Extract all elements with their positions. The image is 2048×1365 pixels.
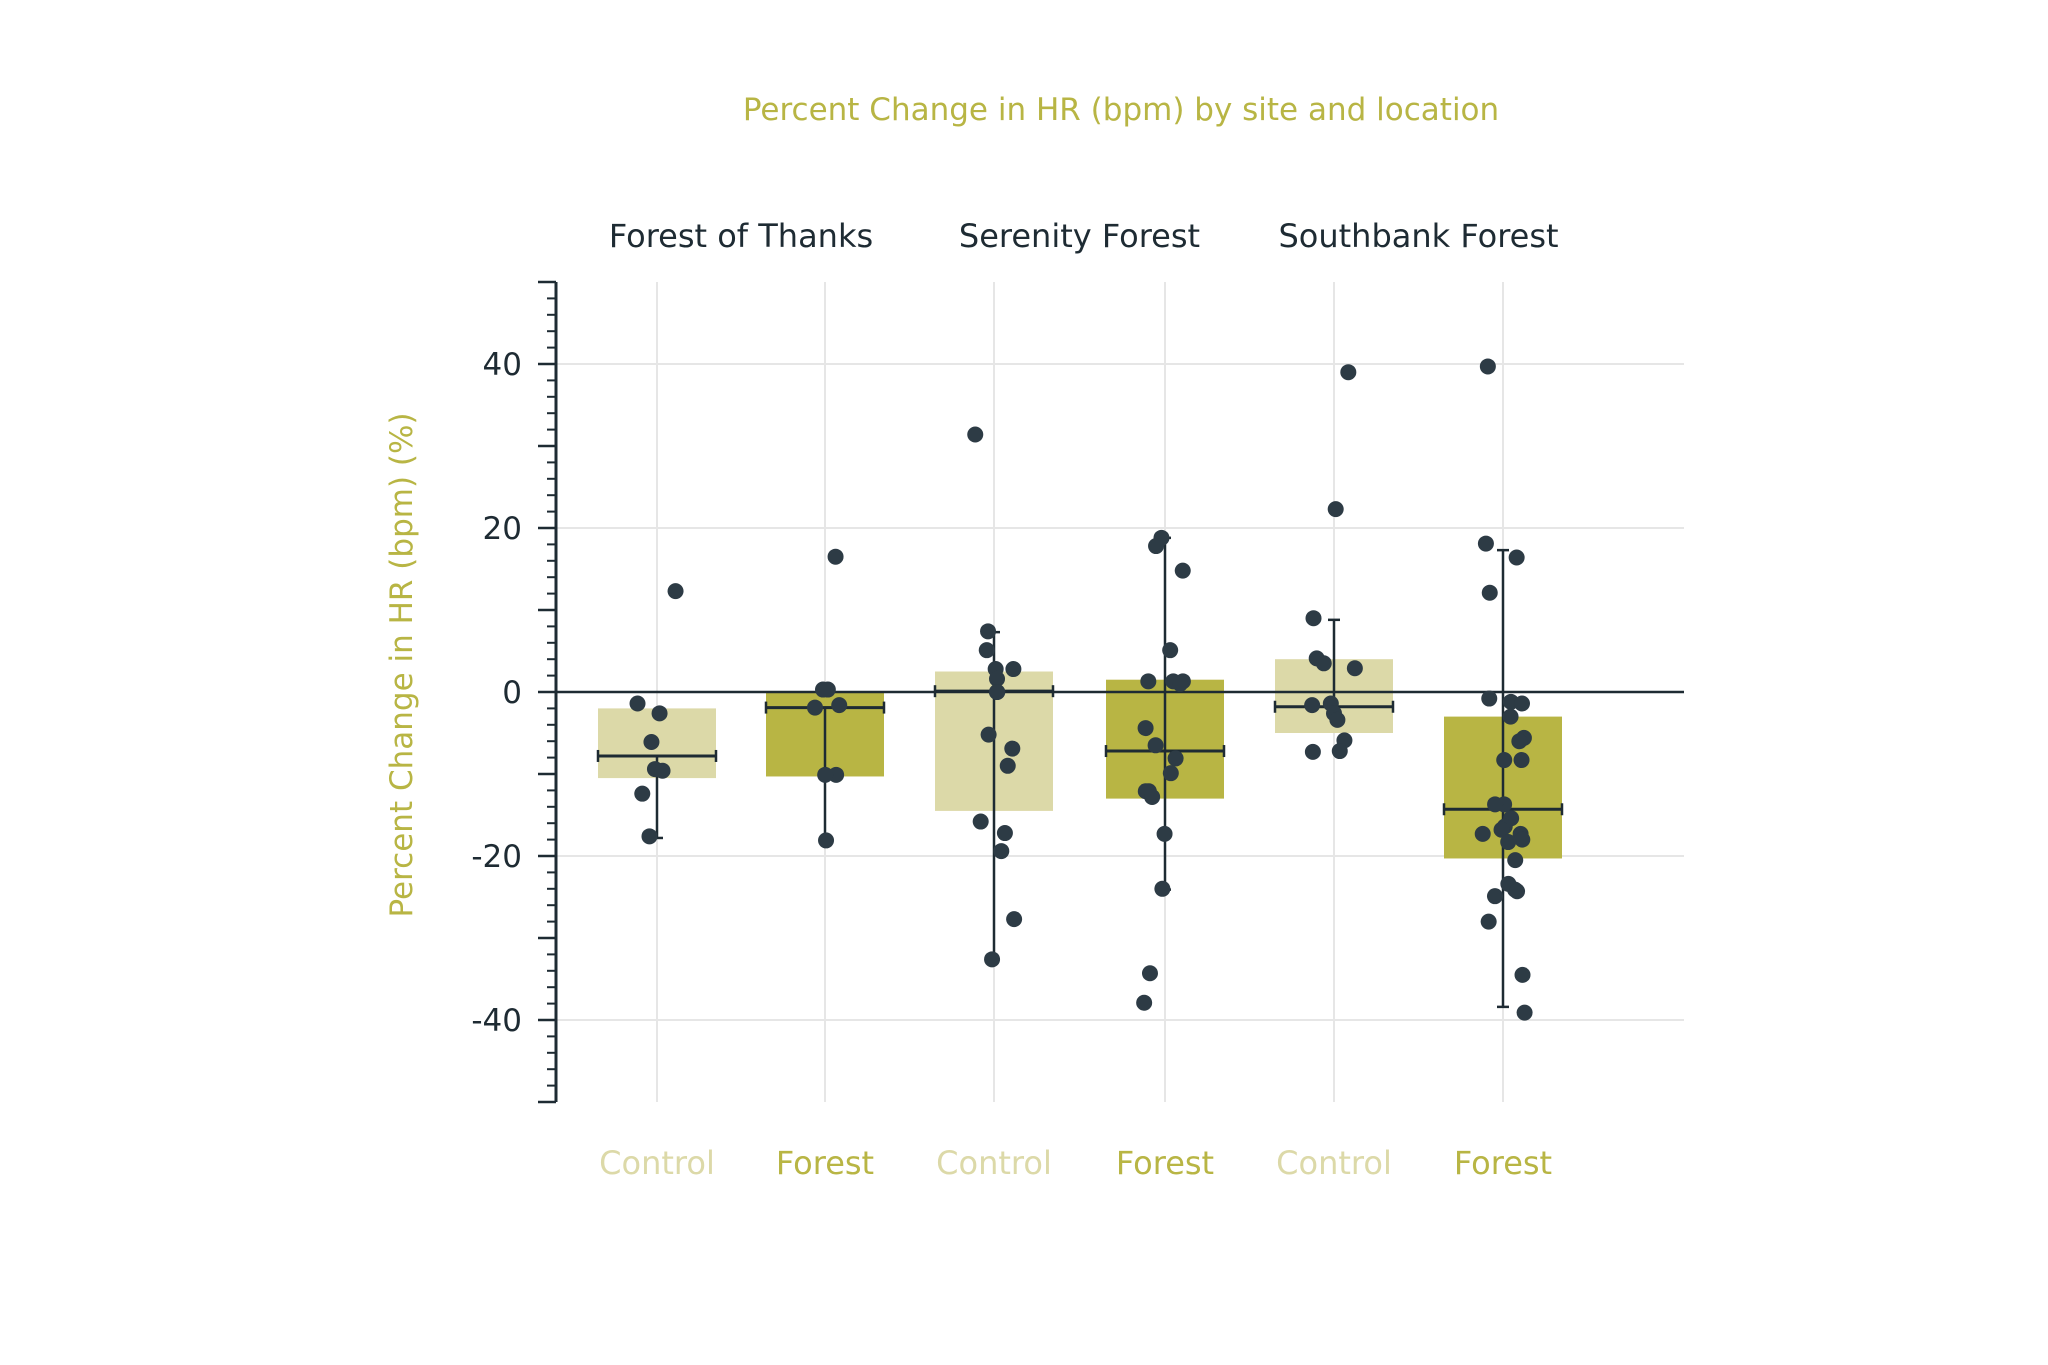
data-point bbox=[1514, 966, 1531, 983]
data-point bbox=[989, 670, 1006, 687]
data-point bbox=[827, 548, 844, 565]
y-tick-label: 0 bbox=[502, 675, 522, 711]
data-point bbox=[984, 951, 1001, 968]
data-point bbox=[1507, 852, 1524, 869]
data-point bbox=[1174, 562, 1191, 579]
data-point bbox=[1304, 743, 1321, 760]
y-tick-label: -40 bbox=[471, 1003, 522, 1039]
site-label: Southbank Forest bbox=[1278, 217, 1558, 255]
category-label-forest: Forest bbox=[1454, 1144, 1552, 1182]
data-point bbox=[967, 426, 984, 443]
data-point bbox=[972, 813, 989, 830]
y-tick-label: -20 bbox=[471, 839, 522, 875]
data-point bbox=[1480, 913, 1497, 930]
data-point bbox=[1502, 708, 1519, 725]
data-point bbox=[817, 766, 834, 783]
data-point bbox=[1137, 720, 1154, 737]
error-bars bbox=[596, 536, 1564, 1009]
data-point bbox=[980, 623, 997, 640]
data-point bbox=[1481, 584, 1498, 601]
data-point bbox=[1172, 675, 1189, 692]
data-point bbox=[1474, 825, 1491, 842]
data-point bbox=[828, 766, 845, 783]
data-point bbox=[1481, 690, 1498, 707]
data-point bbox=[1148, 538, 1165, 555]
data-point bbox=[818, 832, 835, 849]
data-point bbox=[1487, 796, 1504, 813]
data-point bbox=[1516, 1004, 1533, 1021]
data-point bbox=[1496, 752, 1513, 769]
category-label-control: Control bbox=[936, 1144, 1052, 1182]
data-point bbox=[1508, 549, 1525, 566]
data-point bbox=[654, 762, 671, 779]
data-point bbox=[1004, 740, 1021, 757]
data-point bbox=[1167, 750, 1184, 767]
data-points bbox=[629, 358, 1533, 1021]
data-point bbox=[1154, 880, 1171, 897]
site-labels: Forest of Thanks Serenity Forest Southbank… bbox=[609, 217, 1559, 255]
y-tick-label: 40 bbox=[483, 347, 522, 383]
category-label-forest: Forest bbox=[1116, 1144, 1214, 1182]
data-point bbox=[1514, 831, 1531, 848]
data-point bbox=[1141, 965, 1158, 982]
bars bbox=[598, 659, 1562, 859]
data-point bbox=[1346, 660, 1363, 677]
category-label-control: Control bbox=[599, 1144, 715, 1182]
data-point bbox=[989, 684, 1006, 700]
data-point bbox=[978, 642, 995, 659]
category-labels: Control Forest Control Forest Control Forest bbox=[599, 1144, 1552, 1182]
data-point bbox=[1331, 743, 1348, 760]
data-point bbox=[667, 583, 684, 600]
data-point bbox=[980, 726, 997, 743]
data-point bbox=[1162, 642, 1179, 659]
data-point bbox=[1144, 788, 1161, 805]
data-point bbox=[1509, 883, 1526, 900]
data-point bbox=[806, 699, 823, 716]
y-axis: 40 20 0 -20 -40 bbox=[471, 280, 558, 1104]
y-tick-label: 20 bbox=[483, 511, 522, 547]
data-point bbox=[1493, 821, 1510, 838]
data-point bbox=[815, 681, 832, 698]
data-point bbox=[996, 825, 1013, 842]
data-point bbox=[1500, 834, 1517, 851]
data-point bbox=[1162, 765, 1179, 782]
data-point bbox=[1513, 752, 1530, 769]
data-point bbox=[1329, 711, 1346, 728]
data-point bbox=[1305, 610, 1322, 627]
data-point bbox=[1005, 661, 1022, 678]
data-point bbox=[634, 785, 651, 802]
data-point bbox=[1315, 655, 1332, 672]
data-point bbox=[1479, 358, 1496, 375]
data-point bbox=[1340, 364, 1357, 381]
data-point bbox=[643, 734, 660, 751]
data-point bbox=[1140, 673, 1157, 690]
data-point bbox=[1147, 737, 1164, 754]
data-point bbox=[831, 697, 848, 714]
data-point bbox=[641, 828, 658, 845]
data-point bbox=[1511, 733, 1528, 750]
y-axis-label: Percent Change in HR (bpm) (%) bbox=[384, 412, 420, 917]
site-label: Forest of Thanks bbox=[609, 217, 873, 255]
data-point bbox=[999, 757, 1016, 774]
category-label-forest: Forest bbox=[776, 1144, 874, 1182]
data-point bbox=[993, 843, 1010, 860]
chart-title: Percent Change in HR (bpm) by site and l… bbox=[743, 92, 1499, 128]
data-point bbox=[1486, 888, 1503, 905]
data-point bbox=[1513, 695, 1530, 712]
data-point bbox=[1006, 911, 1023, 928]
site-label: Serenity Forest bbox=[959, 217, 1200, 255]
data-point bbox=[629, 695, 646, 712]
category-label-control: Control bbox=[1276, 1144, 1392, 1182]
data-point bbox=[1477, 535, 1494, 552]
data-point bbox=[1136, 994, 1153, 1011]
data-point bbox=[651, 705, 668, 722]
data-point bbox=[1304, 697, 1321, 714]
data-point bbox=[1156, 825, 1173, 842]
data-point bbox=[1327, 501, 1344, 518]
